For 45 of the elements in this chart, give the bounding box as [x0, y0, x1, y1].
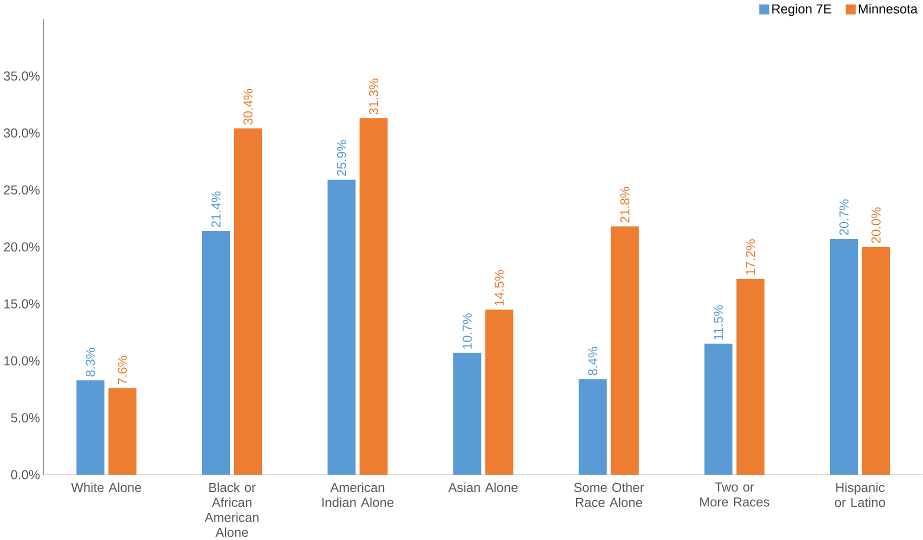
data-label: 10.7%: [462, 313, 472, 349]
bar: [610, 226, 639, 475]
data-label: 11.5%: [714, 305, 723, 340]
x-tick-label: Hispanic or Latino: [834, 482, 886, 507]
x-tick-label: Black or African American Alone: [204, 482, 259, 537]
data-label: 20.0%: [871, 207, 881, 243]
x-tick-label: Two or More Races: [700, 482, 770, 506]
data-label: 17.2%: [746, 239, 755, 274]
bar: [453, 352, 482, 475]
data-label: 14.5%: [494, 270, 504, 306]
bar: [862, 246, 890, 475]
legend-label: Minnesota: [858, 4, 918, 14]
y-tick-label: 20.0%: [4, 242, 40, 252]
bar: [202, 230, 230, 475]
bar: [234, 128, 262, 475]
x-tick-label: White Alone: [71, 482, 142, 492]
y-tick-label: 10.0%: [4, 356, 40, 366]
data-label: 31.3%: [369, 78, 378, 114]
data-label: 7.6%: [118, 356, 128, 384]
x-tick-label: American Indian Alone: [322, 482, 394, 507]
data-label: 8.3%: [86, 348, 95, 376]
bar: [736, 278, 764, 475]
data-label: 8.4%: [588, 346, 598, 376]
bar: [485, 309, 514, 475]
data-label: 21.8%: [620, 186, 630, 222]
data-label: 20.7%: [839, 199, 849, 235]
x-tick-label: Some Other Race Alone: [574, 482, 644, 507]
bar: [328, 180, 356, 475]
data-label: 30.4%: [243, 88, 253, 125]
bar: [108, 388, 136, 475]
y-tick-label: 25.0%: [4, 185, 40, 194]
data-label: 25.9%: [337, 140, 346, 176]
y-tick-label: 0.0%: [11, 470, 40, 480]
bar: [360, 118, 388, 475]
y-tick-label: 15.0%: [4, 299, 40, 308]
y-tick-label: 30.0%: [4, 128, 40, 138]
bar: [76, 380, 104, 475]
data-label: 21.4%: [211, 191, 221, 227]
bar: [704, 344, 732, 475]
legend-label: Region 7E: [772, 4, 832, 16]
bar: [578, 378, 607, 475]
x-tick-label: Asian Alone: [448, 482, 518, 492]
bar: [830, 238, 858, 475]
y-tick-label: 35.0%: [4, 71, 40, 80]
y-tick-label: 5.0%: [11, 413, 40, 422]
